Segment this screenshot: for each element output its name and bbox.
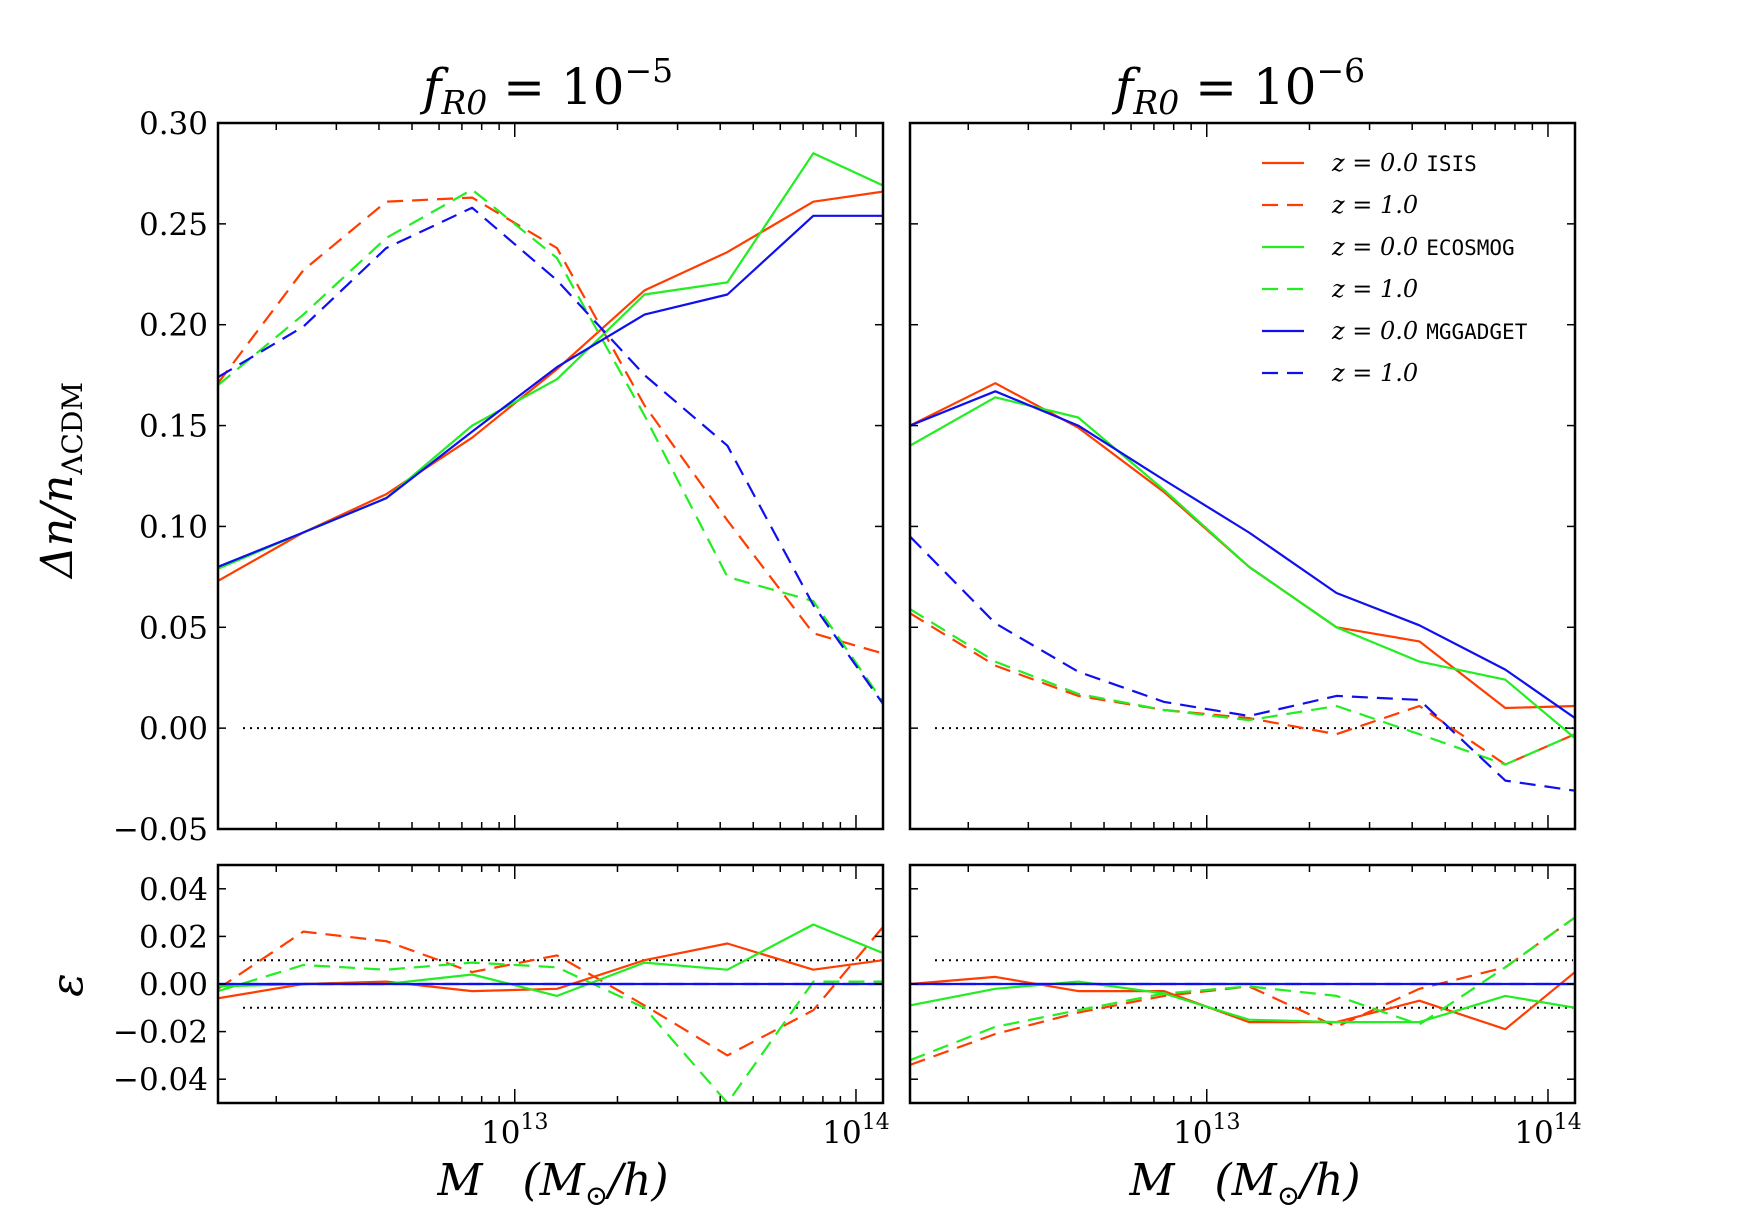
legend-label: z = 0.0 ISIS <box>1331 149 1477 177</box>
xlabel-left: M (M⊙/h) <box>436 1155 668 1212</box>
title-right: fR0 = 10−6 <box>1111 51 1365 122</box>
y-tick-label: −0.05 <box>113 812 208 848</box>
axes-frame <box>216 121 885 831</box>
series-line-3 <box>910 608 1575 766</box>
panel-top-right <box>908 121 1577 831</box>
series-line-2 <box>218 152 883 570</box>
legend: z = 0.0 ISIS z = 1.0 z = 0.0 ECOSMOG z = 1.0 z… <box>1262 149 1528 387</box>
x-tick-label: 1013 <box>1173 1110 1240 1151</box>
y-tick-label: 0.00 <box>139 711 208 747</box>
legend-label: z = 0.0 ECOSMOG <box>1331 233 1515 261</box>
series-line-0 <box>910 382 1575 710</box>
series-line-1 <box>218 196 883 655</box>
series-line-5 <box>218 206 883 705</box>
legend-label: z = 1.0 <box>1331 359 1418 387</box>
y-tick-label: 0.15 <box>139 409 208 445</box>
series-line-0 <box>910 971 1575 1031</box>
x-tick-label: 1014 <box>1514 1110 1581 1151</box>
series-line-1 <box>910 916 1575 1066</box>
series-line-2 <box>910 980 1575 1024</box>
series-line-4 <box>218 214 883 568</box>
panel-bottom-left: 0.04 0.02 0.00 −0.02 −0.04 1013 1014 <box>113 863 890 1151</box>
legend-label: z = 1.0 <box>1331 275 1418 303</box>
y-tick-label: −0.02 <box>113 1015 208 1051</box>
series-line-4 <box>910 390 1575 720</box>
series-line-2 <box>910 396 1575 740</box>
y-tick-label: 0.30 <box>139 106 208 142</box>
series-line-3 <box>910 916 1575 1062</box>
y-tick-label: 0.00 <box>139 967 208 1003</box>
x-tick-label: 1014 <box>822 1110 889 1151</box>
y-tick-label: 0.05 <box>139 610 208 646</box>
legend-label: z = 0.0 MGGADGET <box>1331 317 1528 345</box>
y-tick-label: 0.10 <box>139 509 208 545</box>
y-tick-label: −0.04 <box>113 1062 208 1098</box>
series-line-1 <box>218 926 883 1057</box>
y-tick-label: 0.04 <box>139 872 208 908</box>
axes-frame <box>908 121 1577 831</box>
series-line-0 <box>218 942 883 1000</box>
series-line-3 <box>218 188 883 703</box>
legend-label: z = 1.0 <box>1331 191 1418 219</box>
x-tick-label: 1013 <box>481 1110 548 1151</box>
xlabel-right: M (M⊙/h) <box>1128 1155 1360 1212</box>
series-line-5 <box>910 535 1575 792</box>
y-tick-label: 0.20 <box>139 308 208 344</box>
series-line-3 <box>218 961 883 1103</box>
panel-bottom-right: 1013 1014 <box>908 863 1582 1151</box>
series-line-1 <box>910 612 1575 766</box>
title-left: fR0 = 10−5 <box>419 51 673 122</box>
ylabel-top: Δn/nΛCDM <box>32 382 89 580</box>
panel-top-left: 0.30 0.25 0.20 0.15 0.10 0.05 0.00 −0.05 <box>113 106 885 848</box>
series-line-0 <box>218 190 883 582</box>
y-tick-label: 0.02 <box>139 919 208 955</box>
y-tick-label: 0.25 <box>139 207 208 243</box>
ylabel-bottom: ε <box>42 973 93 997</box>
